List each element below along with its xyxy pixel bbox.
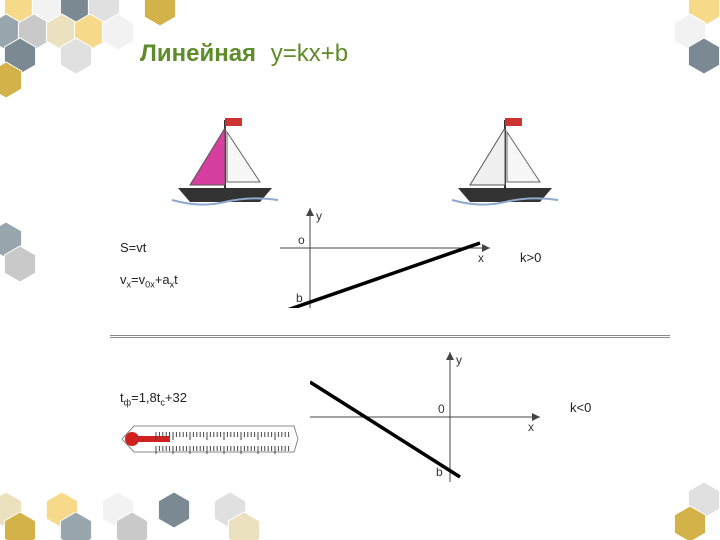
k-negative-label: k<0 — [570, 400, 591, 415]
svg-text:o: o — [298, 233, 305, 247]
thermometer-icon — [120, 420, 300, 458]
content-area: S=vt vx=v0x+axt k>0 y x o b tф=1,8tc+32 … — [110, 100, 670, 500]
formula-svt: S=vt — [120, 240, 146, 255]
section-divider — [110, 335, 670, 338]
svg-text:y: y — [316, 209, 322, 223]
formula-tf: tф=1,8tc+32 — [120, 390, 187, 408]
svg-text:b: b — [436, 465, 443, 479]
svg-text:x: x — [528, 420, 534, 434]
svg-text:b: b — [296, 291, 303, 305]
sailboat-icon — [440, 110, 570, 210]
svg-text:x: x — [478, 251, 484, 265]
k-positive-label: k>0 — [520, 250, 541, 265]
svg-text:y: y — [456, 353, 462, 367]
linear-graph-positive: y x o b — [280, 208, 490, 308]
sailboat-icon — [160, 110, 290, 210]
boat-right — [440, 110, 570, 215]
formula-vx: vx=v0x+axt — [120, 272, 178, 290]
graph-negative: y x 0 b — [310, 352, 540, 487]
svg-text:0: 0 — [438, 402, 445, 416]
graph-positive: y x o b — [280, 208, 490, 313]
thermometer — [120, 420, 300, 463]
boat-left — [160, 110, 290, 215]
title-eq: y=kx+b — [271, 40, 348, 67]
title-main: Линейная — [140, 40, 256, 67]
linear-graph-negative: y x 0 b — [310, 352, 540, 482]
page-title: Линейная y=kx+b — [140, 40, 348, 68]
